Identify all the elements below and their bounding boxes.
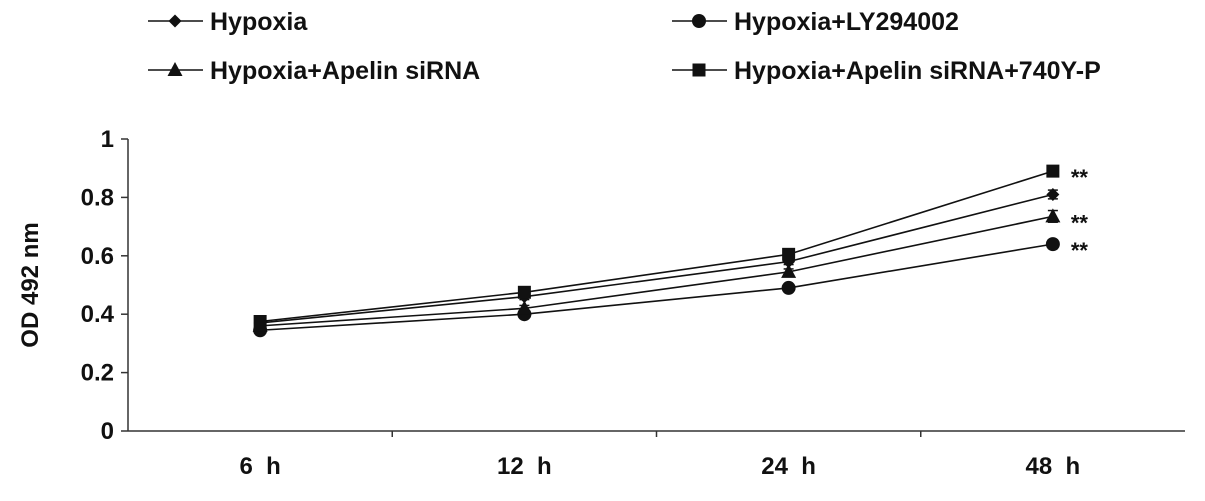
significance-annotation: ** (1071, 165, 1089, 190)
x-tick-label: 24 h (761, 453, 816, 480)
legend-item-square: Hypoxia+Apelin siRNA+740Y-P (672, 57, 1101, 85)
y-tick-label: 1 (101, 126, 114, 153)
series-circle: ** (253, 237, 1089, 338)
data-point (781, 280, 796, 295)
data-point (782, 247, 796, 261)
data-point (517, 285, 531, 299)
series-square: ** (253, 164, 1089, 328)
series-line (260, 193, 1054, 324)
axes (127, 139, 1185, 432)
legend-marker (692, 14, 706, 28)
series-line (260, 243, 1054, 332)
x-tick-label: 48 h (1026, 453, 1081, 480)
x-tick-label: 12 h (497, 453, 552, 480)
series-line (260, 215, 1054, 327)
legend-item-circle: Hypoxia+LY294002 (672, 8, 959, 36)
x-ticks: 6 h 12 h 24 h 48 h (239, 431, 1080, 480)
x-tick-label: 6 h (239, 453, 280, 480)
y-axis-title: OD 492 nm (17, 222, 44, 347)
legend-label: Hypoxia (210, 8, 308, 36)
series-line (260, 170, 1054, 323)
legend: Hypoxia Hypoxia+LY294002 Hypoxia+Apelin si… (148, 8, 1101, 85)
y-tick-label: 0 (101, 418, 114, 445)
y-tick-label: 0.2 (81, 360, 114, 387)
legend-label: Hypoxia+LY294002 (734, 8, 959, 36)
legend-item-diamond: Hypoxia (148, 8, 308, 36)
legend-marker (692, 63, 706, 77)
series-triangle: ** (252, 208, 1089, 332)
data-point (1046, 164, 1060, 178)
y-tick-label: 0.6 (81, 243, 114, 270)
series-group: ** ** ** (252, 164, 1089, 338)
y-tick-label: 0.8 (81, 184, 114, 211)
data-point (1045, 237, 1060, 252)
legend-label: Hypoxia+Apelin siRNA+740Y-P (734, 57, 1101, 85)
data-point (516, 300, 532, 315)
significance-annotation: ** (1071, 210, 1089, 235)
legend-item-triangle: Hypoxia+Apelin siRNA (148, 57, 480, 85)
significance-annotation: ** (1071, 238, 1089, 263)
data-point (1046, 187, 1060, 201)
legend-marker (168, 14, 182, 28)
legend-marker (167, 62, 183, 76)
data-point (1045, 208, 1061, 223)
y-tick-label: 0.4 (81, 301, 115, 328)
data-point (781, 263, 797, 278)
data-point (253, 315, 267, 328)
y-ticks: 0 0.2 0.4 0.6 0.8 1 (81, 126, 128, 445)
legend-label: Hypoxia+Apelin siRNA (210, 57, 480, 85)
